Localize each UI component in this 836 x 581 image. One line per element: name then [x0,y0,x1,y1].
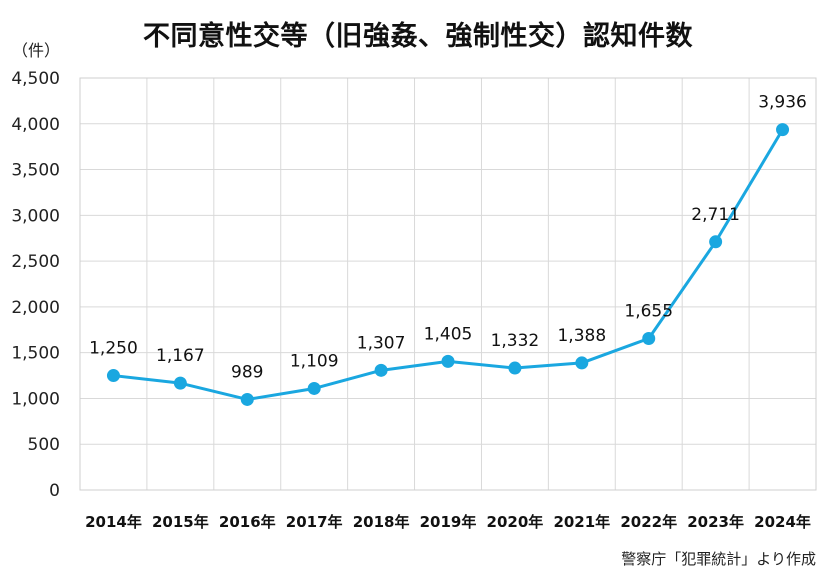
data-label: 1,167 [156,346,205,366]
y-tick-label: 2,000 [11,298,60,318]
data-label: 3,936 [758,93,807,113]
data-label: 2,711 [691,205,740,225]
source-note: 警察庁「犯罪統計」より作成 [621,550,816,568]
x-tick-label: 2018年 [353,513,410,531]
x-tick-label: 2020年 [487,513,544,531]
x-tick-label: 2017年 [286,513,343,531]
y-tick-label: 500 [28,435,60,455]
x-axis: 2014年 2015年 2016年 2017年 2018年 2019年 2020年 2021年… [85,513,811,531]
plot-frame [79,77,817,491]
data-point [441,354,455,368]
x-tick-label: 2021年 [553,513,610,531]
x-tick-label: 2015年 [152,513,209,531]
y-tick-label: 4,500 [11,69,60,89]
data-point [240,392,254,406]
chart-title: 不同意性交等（旧強姦、強制性交）認知件数 [143,21,693,52]
y-axis-unit-label: （件） [12,41,60,60]
y-tick-label: 0 [49,481,60,501]
data-point [106,369,120,383]
y-tick-label: 3,000 [11,206,60,226]
data-label: 1,109 [290,351,339,371]
data-label: 1,307 [357,333,406,353]
y-tick-label: 4,000 [11,115,60,135]
data-points [106,123,790,406]
x-tick-label: 2016年 [219,513,276,531]
data-labels: 1,250 1,167 989 1,109 1,307 1,405 1,332 1,388 1,… [89,93,807,383]
data-label: 989 [231,362,263,382]
data-label: 1,405 [424,324,473,344]
x-tick-label: 2024年 [754,513,811,531]
data-label: 1,250 [89,339,138,359]
data-point [642,331,656,345]
data-point [374,363,388,377]
data-point [508,361,522,375]
y-tick-label: 1,500 [11,344,60,364]
data-label: 1,388 [557,326,606,346]
data-point [307,381,321,395]
data-point [709,235,723,249]
data-point [173,376,187,390]
y-axis: 0 500 1,000 1,500 2,000 2,500 3,000 3,500 4,000 4… [11,69,60,501]
y-tick-label: 3,500 [11,161,60,181]
data-label: 1,655 [624,301,673,321]
y-tick-label: 1,000 [11,389,60,409]
x-tick-label: 2022年 [620,513,677,531]
data-point [575,356,589,370]
x-tick-label: 2023年 [687,513,744,531]
data-point [776,123,790,137]
x-tick-label: 2019年 [420,513,477,531]
grid-lines [80,77,816,491]
x-tick-label: 2014年 [85,513,142,531]
data-label: 1,332 [491,331,540,351]
y-tick-label: 2,500 [11,252,60,272]
